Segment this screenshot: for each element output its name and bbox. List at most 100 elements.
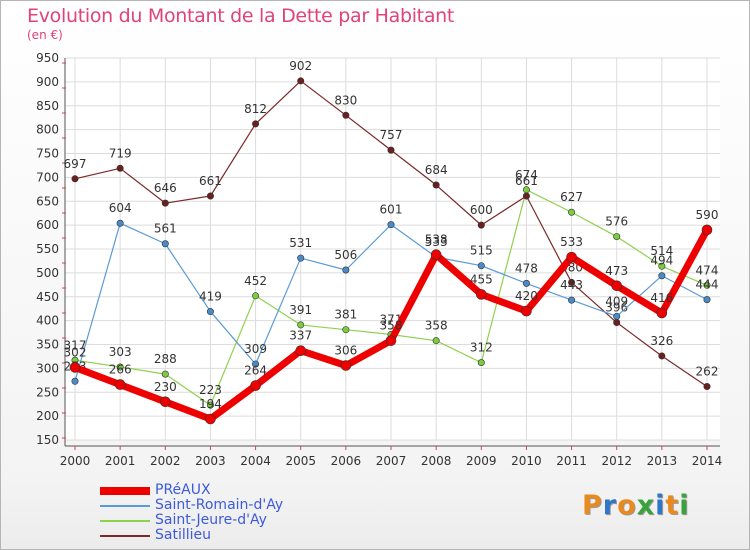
data-label-pr-aux: 533 bbox=[560, 235, 583, 249]
data-label-pr-aux: 337 bbox=[289, 329, 312, 343]
data-label-satillieu: 719 bbox=[109, 146, 132, 160]
data-label-saint-romain-d-ay: 506 bbox=[334, 248, 357, 262]
data-point-satillieu bbox=[252, 120, 260, 128]
x-tick-label: 2012 bbox=[601, 454, 632, 468]
x-tick-label: 2002 bbox=[150, 454, 181, 468]
x-tick-label: 2013 bbox=[647, 454, 678, 468]
data-point-pr-aux bbox=[114, 379, 126, 390]
data-label-saint-romain-d-ay: 419 bbox=[199, 290, 222, 304]
data-point-saint-jeure-d-ay bbox=[161, 370, 169, 378]
data-point-saint-romain-d-ay bbox=[568, 296, 576, 304]
legend-label: Saint-Romain-d'Ay bbox=[155, 497, 284, 513]
x-tick-label: 2011 bbox=[556, 454, 587, 468]
data-label-saint-romain-d-ay: 309 bbox=[244, 342, 267, 356]
data-label-pr-aux: 302 bbox=[64, 345, 87, 359]
y-tick-label: 900 bbox=[36, 75, 59, 89]
y-tick-label: 500 bbox=[36, 266, 59, 280]
data-point-saint-romain-d-ay bbox=[71, 377, 79, 385]
data-label-saint-jeure-d-ay: 288 bbox=[154, 352, 177, 366]
legend-label: Satillieu bbox=[155, 527, 211, 543]
data-label-satillieu: 684 bbox=[425, 163, 448, 177]
logo-letter: r bbox=[602, 490, 618, 521]
legend-swatch bbox=[100, 487, 150, 495]
x-tick-label: 2000 bbox=[60, 454, 91, 468]
data-point-satillieu bbox=[342, 111, 350, 119]
y-tick-label: 950 bbox=[36, 51, 59, 65]
data-point-satillieu bbox=[613, 319, 621, 327]
y-tick-label: 850 bbox=[36, 99, 59, 113]
data-label-saint-jeure-d-ay: 358 bbox=[425, 319, 448, 333]
data-point-saint-romain-d-ay bbox=[116, 219, 124, 227]
y-tick-label: 150 bbox=[36, 433, 59, 447]
y-tick-label: 450 bbox=[36, 290, 59, 304]
data-label-saint-jeure-d-ay: 474 bbox=[696, 263, 719, 277]
logo-letter: P bbox=[582, 490, 603, 521]
x-tick-label: 2005 bbox=[285, 454, 316, 468]
data-point-saint-romain-d-ay bbox=[703, 296, 711, 304]
y-tick-label: 650 bbox=[36, 194, 59, 208]
data-label-pr-aux: 358 bbox=[380, 319, 403, 333]
data-point-pr-aux bbox=[69, 362, 81, 373]
data-label-pr-aux: 538 bbox=[425, 233, 448, 247]
data-label-saint-jeure-d-ay: 627 bbox=[560, 190, 583, 204]
data-label-saint-romain-d-ay: 444 bbox=[696, 278, 719, 292]
data-point-saint-romain-d-ay bbox=[252, 360, 260, 368]
data-label-saint-romain-d-ay: 443 bbox=[560, 278, 583, 292]
data-label-saint-romain-d-ay: 409 bbox=[605, 294, 628, 308]
data-point-satillieu bbox=[658, 352, 666, 360]
data-label-saint-jeure-d-ay: 576 bbox=[605, 215, 628, 229]
data-point-saint-jeure-d-ay bbox=[342, 326, 350, 334]
data-label-pr-aux: 306 bbox=[334, 344, 357, 358]
data-label-saint-romain-d-ay: 515 bbox=[470, 244, 493, 258]
data-label-pr-aux: 230 bbox=[154, 380, 177, 394]
data-label-saint-romain-d-ay: 478 bbox=[515, 261, 538, 275]
legend-item: Satillieu bbox=[100, 527, 360, 543]
data-point-saint-jeure-d-ay bbox=[568, 208, 576, 216]
x-tick-label: 2003 bbox=[195, 454, 226, 468]
data-point-pr-aux bbox=[611, 280, 623, 292]
y-tick-label: 700 bbox=[36, 170, 59, 184]
data-point-satillieu bbox=[703, 383, 711, 391]
data-point-saint-romain-d-ay bbox=[477, 262, 485, 270]
data-point-saint-romain-d-ay bbox=[522, 279, 530, 287]
data-label-pr-aux: 590 bbox=[696, 208, 719, 222]
x-tick-label: 2009 bbox=[466, 454, 497, 468]
data-point-pr-aux bbox=[521, 305, 532, 317]
legend-item: Saint-Jeure-d'Ay bbox=[100, 512, 360, 528]
data-label-pr-aux: 473 bbox=[605, 264, 628, 278]
data-point-pr-aux bbox=[475, 289, 487, 300]
x-tick-label: 2007 bbox=[376, 454, 407, 468]
data-point-satillieu bbox=[432, 181, 440, 189]
data-label-satillieu: 646 bbox=[154, 181, 177, 195]
data-point-pr-aux bbox=[340, 360, 352, 371]
data-point-pr-aux bbox=[566, 251, 577, 263]
data-point-saint-jeure-d-ay bbox=[432, 337, 440, 345]
unit-label: (en €) bbox=[27, 28, 63, 42]
data-label-saint-jeure-d-ay: 514 bbox=[650, 244, 673, 258]
data-point-saint-jeure-d-ay bbox=[116, 363, 124, 371]
data-point-satillieu bbox=[161, 199, 169, 207]
data-point-saint-jeure-d-ay bbox=[703, 281, 711, 289]
data-label-saint-romain-d-ay: 494 bbox=[650, 254, 673, 268]
data-point-saint-jeure-d-ay bbox=[297, 321, 305, 329]
data-label-satillieu: 326 bbox=[650, 334, 673, 348]
data-label-pr-aux: 266 bbox=[109, 363, 132, 377]
data-point-satillieu bbox=[568, 278, 576, 286]
data-label-saint-jeure-d-ay: 391 bbox=[289, 303, 312, 317]
data-point-pr-aux bbox=[701, 224, 713, 236]
data-point-saint-jeure-d-ay bbox=[477, 359, 485, 367]
data-label-saint-jeure-d-ay: 312 bbox=[470, 341, 493, 355]
data-point-pr-aux bbox=[430, 249, 442, 261]
data-label-saint-romain-d-ay: 561 bbox=[154, 222, 177, 236]
data-label-satillieu: 757 bbox=[380, 128, 403, 142]
x-tick-label: 2006 bbox=[331, 454, 362, 468]
data-label-saint-jeure-d-ay: 674 bbox=[515, 168, 538, 182]
data-point-satillieu bbox=[522, 192, 530, 200]
data-point-saint-romain-d-ay bbox=[613, 312, 621, 320]
data-point-saint-romain-d-ay bbox=[161, 240, 169, 248]
x-tick-label: 2001 bbox=[105, 454, 136, 468]
data-label-saint-romain-d-ay: 533 bbox=[425, 235, 448, 249]
data-point-saint-romain-d-ay bbox=[658, 272, 666, 280]
data-point-satillieu bbox=[387, 146, 395, 154]
data-label-satillieu: 697 bbox=[64, 157, 87, 171]
